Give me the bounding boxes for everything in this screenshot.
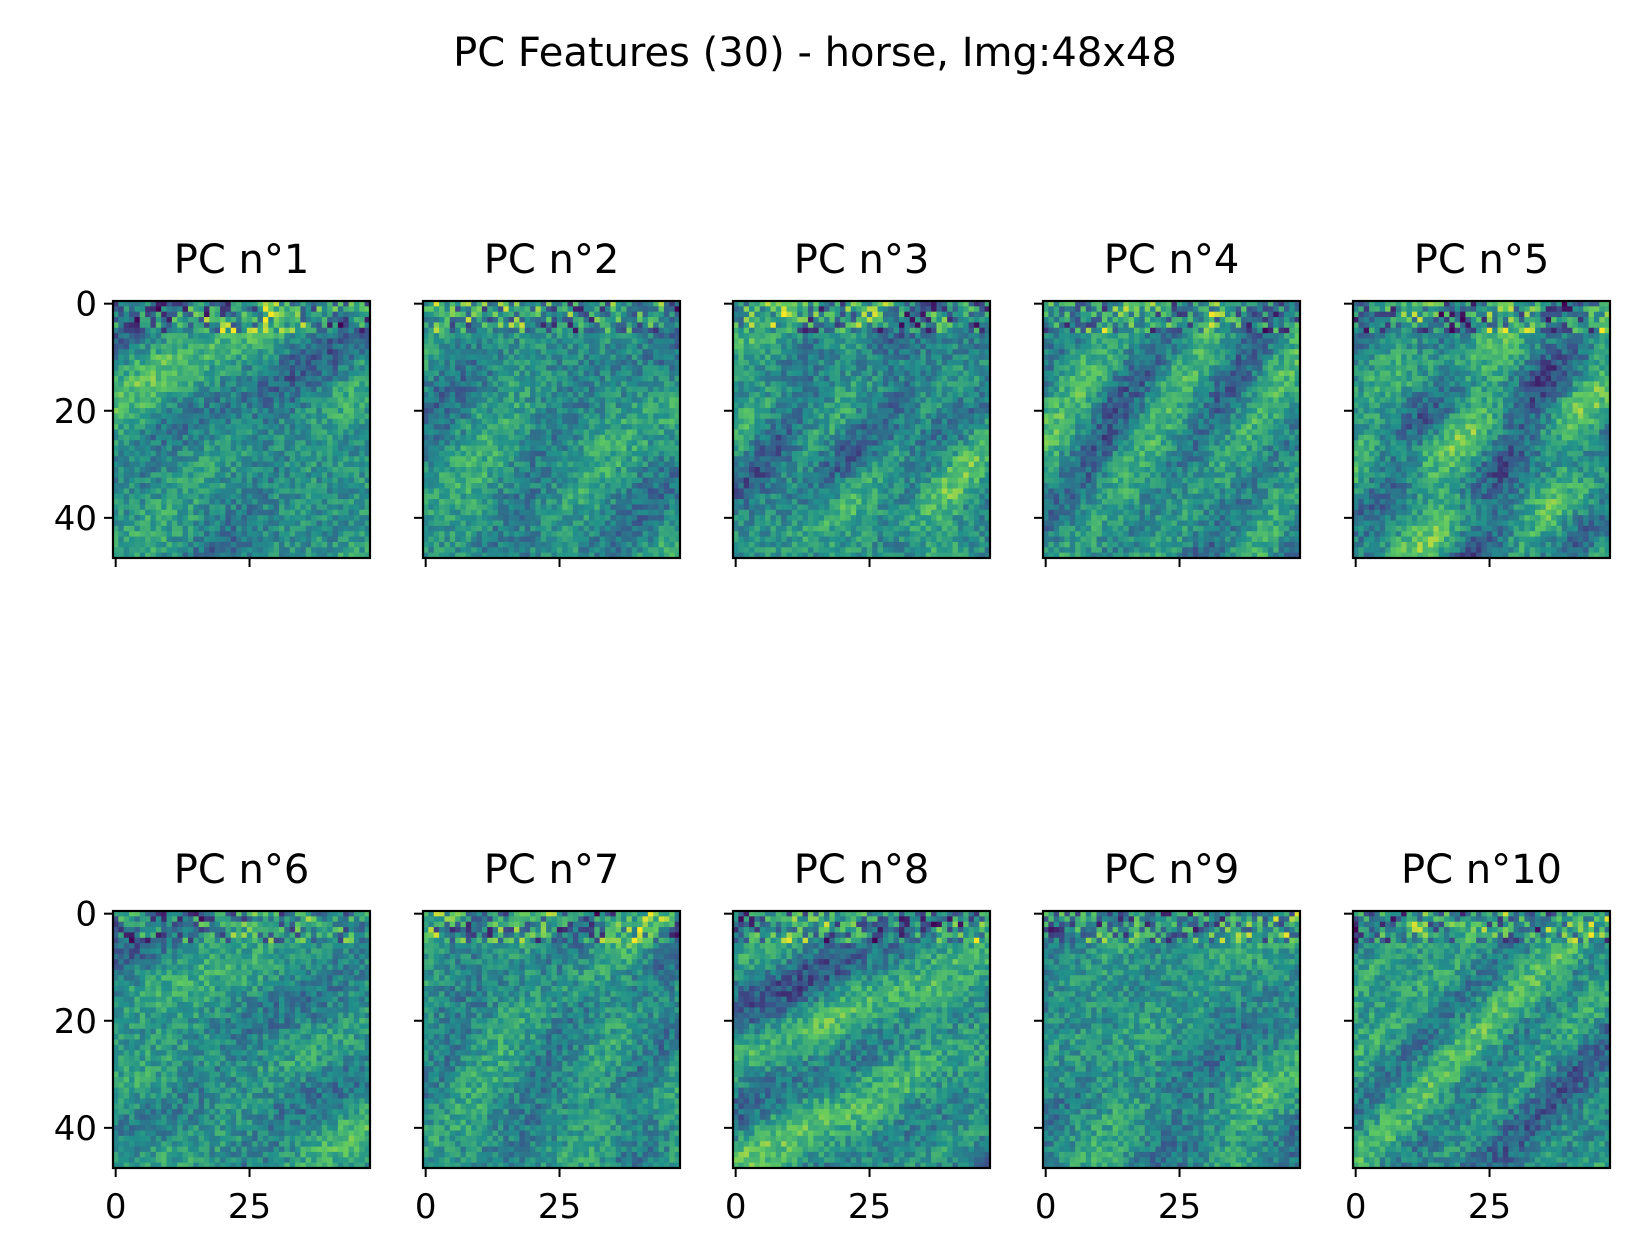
- pc-panel: PC n°5: [1344, 237, 1612, 567]
- y-tick-label: 20: [54, 1002, 97, 1042]
- pc-image: [1043, 911, 1301, 1169]
- panel-title: PC n°6: [174, 847, 310, 893]
- x-tick-label: 25: [538, 1187, 581, 1227]
- panel-title: PC n°9: [1104, 847, 1240, 893]
- x-tick-label: 0: [105, 1187, 127, 1227]
- pc-panel: PC n°2: [414, 237, 682, 567]
- y-tick-label: 20: [54, 392, 97, 432]
- pc-image: [113, 911, 371, 1169]
- x-tick-label: 0: [415, 1187, 437, 1227]
- y-tick-label: 40: [54, 1109, 97, 1149]
- panel-title: PC n°10: [1401, 847, 1562, 893]
- pc-image: [1353, 911, 1611, 1169]
- panel-title: PC n°7: [484, 847, 620, 893]
- panel-title: PC n°2: [484, 237, 620, 283]
- pc-panel: PC n°10 0 25: [1344, 847, 1612, 1227]
- panel-title: PC n°5: [1414, 237, 1550, 283]
- pc-image: [733, 911, 991, 1169]
- x-tick-label: 25: [1158, 1187, 1201, 1227]
- y-tick-label: 0: [75, 895, 97, 935]
- x-tick-label: 0: [1035, 1187, 1057, 1227]
- pc-panel: PC n°1 0 20 40: [54, 237, 372, 567]
- y-tick-label: 0: [75, 285, 97, 325]
- x-tick-label: 0: [1345, 1187, 1367, 1227]
- pc-image: [1043, 301, 1301, 559]
- figure-title: PC Features (30) - horse, Img:48x48: [453, 30, 1177, 76]
- pc-image: [423, 911, 681, 1169]
- panel-title: PC n°1: [174, 237, 310, 283]
- pc-panel: PC n°8 0 25: [724, 847, 992, 1227]
- pc-panel: PC n°3: [724, 237, 992, 567]
- x-tick-label: 25: [228, 1187, 271, 1227]
- pc-image: [1353, 301, 1611, 559]
- x-tick-label: 25: [848, 1187, 891, 1227]
- x-tick-label: 0: [725, 1187, 747, 1227]
- pc-image: [113, 301, 371, 559]
- x-tick-label: 25: [1468, 1187, 1511, 1227]
- pc-panel: PC n°7 0 25: [414, 847, 682, 1227]
- pc-panel: PC n°4: [1034, 237, 1302, 567]
- panel-title: PC n°8: [794, 847, 930, 893]
- panel-title: PC n°3: [794, 237, 930, 283]
- pc-panel: PC n°9 0 25: [1034, 847, 1302, 1227]
- pc-image: [423, 301, 681, 559]
- y-tick-label: 40: [54, 499, 97, 539]
- pc-image: [733, 301, 991, 559]
- panel-title: PC n°4: [1104, 237, 1240, 283]
